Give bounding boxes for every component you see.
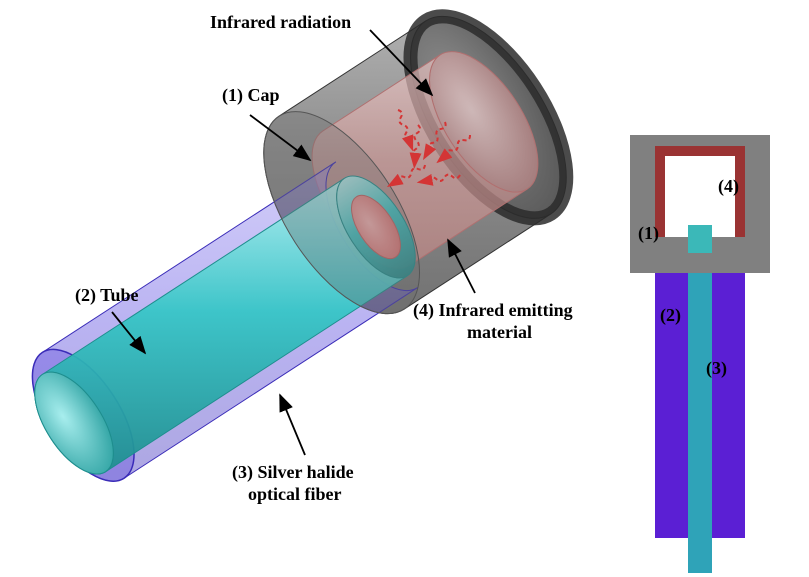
schematic-label-2: (2) [660,305,681,326]
label-fiber-line1: (3) Silver halide [232,462,354,483]
perspective-view [12,0,597,498]
label-emitter-line2: material [467,322,532,343]
schematic-label-1: (1) [638,223,659,244]
label-ir-radiation: Infrared radiation [210,12,351,33]
schematic-label-4: (4) [718,176,739,197]
schematic-label-3: (3) [706,358,727,379]
label-fiber-line2: optical fiber [248,484,341,505]
schematic-cross-section [630,135,770,573]
label-tube: (2) Tube [75,285,139,306]
label-cap: (1) Cap [222,85,280,106]
label-emitter-line1: (4) Infrared emitting [413,300,573,321]
